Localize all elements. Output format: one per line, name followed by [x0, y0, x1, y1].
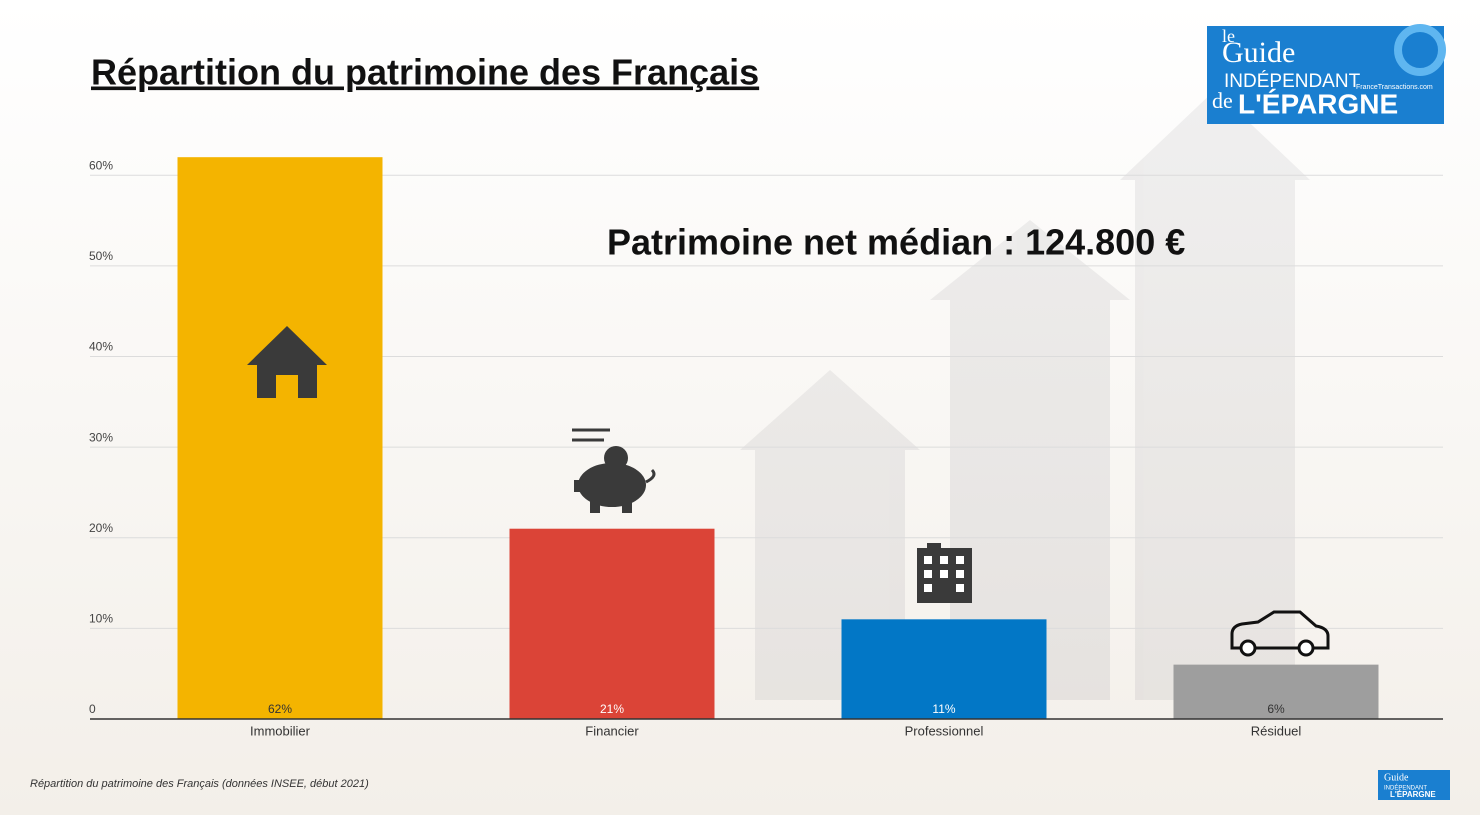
logo-text: L'ÉPARGNE — [1390, 790, 1436, 799]
logo-box — [1207, 26, 1444, 124]
chart-title: Répartition du patrimoine des Français — [91, 52, 759, 93]
y-tick-label: 30% — [89, 430, 113, 444]
value-label: 6% — [1267, 702, 1285, 716]
bar — [509, 528, 715, 719]
footnote: Répartition du patrimoine des Français (… — [30, 778, 369, 790]
icon-piggy-bank — [572, 428, 656, 513]
logo-text: Guide — [1222, 36, 1295, 69]
x-tick-label: Résiduel — [1251, 723, 1302, 738]
logo-text: le — [1222, 26, 1235, 46]
bar — [177, 157, 383, 719]
bar — [841, 619, 1047, 719]
y-tick-label: 50% — [89, 249, 113, 263]
logo-ring — [1394, 24, 1446, 76]
x-tick-label: Professionnel — [905, 723, 984, 738]
x-tick-label: Immobilier — [250, 723, 311, 738]
annotation: Patrimoine net médian : 124.800 € — [607, 222, 1185, 263]
icon-car — [1230, 610, 1330, 657]
logo-text: INDÉPENDANT — [1384, 785, 1427, 792]
y-tick-label: 20% — [89, 521, 113, 535]
logo-text: L'ÉPARGNE — [1238, 88, 1398, 119]
bar — [1173, 664, 1379, 719]
y-tick-label: 0 — [89, 702, 96, 716]
logo-text: Guide — [1384, 772, 1409, 783]
logo-text: FranceTransactions.com — [1356, 84, 1433, 91]
logo-text: de — [1212, 88, 1233, 113]
value-label: 62% — [268, 702, 292, 716]
value-label: 21% — [600, 702, 624, 716]
icon-house — [247, 326, 327, 398]
background-houses — [740, 90, 1310, 700]
logo-small: Guide INDÉPENDANT L'ÉPARGNE — [1378, 770, 1450, 800]
y-tick-label: 40% — [89, 340, 113, 354]
value-label: 11% — [932, 702, 955, 716]
y-tick-label: 60% — [89, 158, 113, 172]
logo: le Guide INDÉPENDANT FranceTransactions.… — [1207, 24, 1446, 124]
y-tick-label: 10% — [89, 612, 113, 626]
logo-text: INDÉPENDANT — [1224, 71, 1361, 92]
logo-box — [1378, 770, 1450, 800]
x-tick-label: Financier — [585, 723, 639, 738]
icon-building — [917, 543, 972, 603]
